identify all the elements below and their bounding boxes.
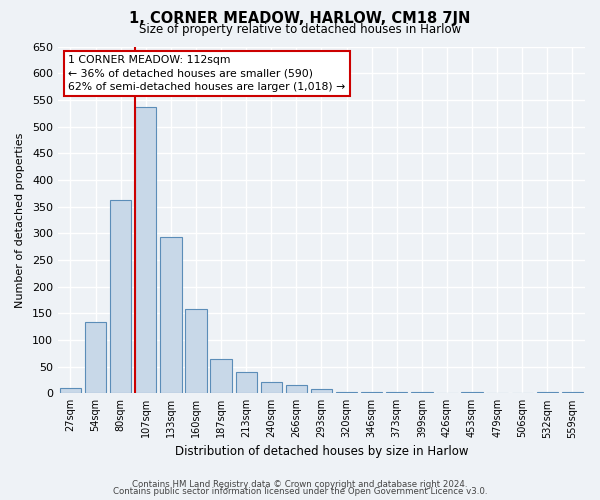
Bar	[85, 322, 106, 394]
Bar	[135, 107, 157, 394]
Bar	[60, 388, 81, 394]
Bar	[211, 358, 232, 394]
Bar	[386, 392, 407, 394]
Bar	[160, 237, 182, 394]
Text: 1, CORNER MEADOW, HARLOW, CM18 7JN: 1, CORNER MEADOW, HARLOW, CM18 7JN	[130, 11, 470, 26]
Bar	[461, 392, 483, 394]
Bar	[411, 392, 433, 394]
Bar	[110, 200, 131, 394]
Bar	[562, 392, 583, 394]
Bar	[286, 386, 307, 394]
Text: 1 CORNER MEADOW: 112sqm
← 36% of detached houses are smaller (590)
62% of semi-d: 1 CORNER MEADOW: 112sqm ← 36% of detache…	[68, 55, 346, 92]
X-axis label: Distribution of detached houses by size in Harlow: Distribution of detached houses by size …	[175, 444, 468, 458]
Bar	[361, 392, 382, 394]
Text: Contains public sector information licensed under the Open Government Licence v3: Contains public sector information licen…	[113, 487, 487, 496]
Bar	[336, 392, 357, 394]
Text: Contains HM Land Registry data © Crown copyright and database right 2024.: Contains HM Land Registry data © Crown c…	[132, 480, 468, 489]
Bar	[536, 392, 558, 394]
Y-axis label: Number of detached properties: Number of detached properties	[15, 132, 25, 308]
Bar	[260, 382, 282, 394]
Text: Size of property relative to detached houses in Harlow: Size of property relative to detached ho…	[139, 22, 461, 36]
Bar	[311, 389, 332, 394]
Bar	[236, 372, 257, 394]
Bar	[185, 309, 206, 394]
